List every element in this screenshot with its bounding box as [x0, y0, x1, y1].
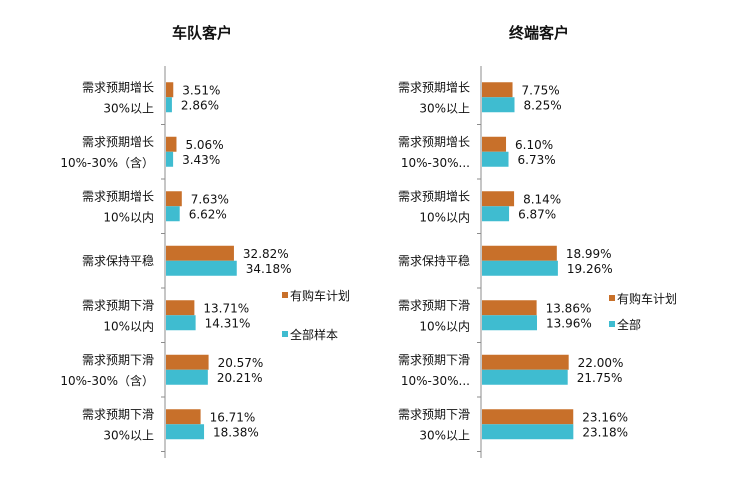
- data-label: 13.96%: [546, 316, 592, 330]
- data-label: 18.99%: [566, 247, 612, 261]
- category-label: 需求保持平稳: [82, 253, 154, 268]
- bar-series-2: [166, 97, 172, 113]
- legend-swatch: [282, 331, 288, 337]
- data-label: 3.43%: [182, 153, 220, 167]
- category-label: 需求预期下滑 10%以内: [398, 298, 470, 333]
- data-label: 22.00%: [578, 356, 624, 370]
- bar-series-1: [482, 191, 515, 207]
- legend-label: 全部样本: [290, 327, 338, 342]
- data-label: 32.82%: [243, 247, 289, 261]
- legend-swatch: [609, 321, 615, 327]
- bar-series-2: [482, 206, 510, 222]
- bar-series-2: [166, 369, 208, 385]
- category-label: 需求预期增长 10%以内: [82, 189, 154, 224]
- data-label: 5.06%: [185, 138, 223, 152]
- chart-svg: 需求预期增长 30%以上 3.51%2.86% 需求预期增长 10%-30%（含） 5.0…: [60, 66, 350, 458]
- data-label: 20.21%: [217, 371, 263, 385]
- bar-series-2: [482, 424, 574, 440]
- bar-series-1: [166, 136, 177, 152]
- bar-series-2: [482, 97, 515, 113]
- data-label: 7.63%: [191, 192, 229, 206]
- bar-series-1: [482, 409, 574, 425]
- bar-series-1: [482, 82, 513, 98]
- data-label: 3.51%: [182, 83, 220, 97]
- category-label: 需求预期下滑 10%-30%...: [398, 353, 470, 388]
- data-label: 34.18%: [246, 262, 292, 276]
- category-label: 需求预期增长 30%以上: [82, 80, 154, 115]
- legend-label: 有购车计划: [617, 291, 677, 306]
- bar-series-1: [482, 300, 537, 316]
- data-label: 2.86%: [181, 98, 219, 112]
- data-label: 6.10%: [515, 138, 553, 152]
- bar-series-1: [166, 300, 195, 316]
- bar-series-2: [482, 315, 538, 331]
- data-label: 20.57%: [218, 356, 264, 370]
- bar-series-1: [482, 136, 507, 152]
- category-label: 需求预期下滑 30%以上: [82, 407, 154, 442]
- category-label: 需求预期增长 10%-30%（含）: [60, 135, 154, 170]
- bar-series-1: [166, 191, 182, 207]
- bar-series-2: [166, 315, 196, 331]
- bar-series-2: [166, 151, 174, 167]
- bar-series-1: [482, 245, 557, 261]
- bar-series-2: [482, 151, 509, 167]
- bar-series-1: [166, 409, 201, 425]
- bar-series-1: [166, 354, 209, 370]
- chart-title: 终端客户: [509, 24, 570, 42]
- data-label: 13.86%: [546, 301, 592, 315]
- data-label: 6.73%: [518, 153, 556, 167]
- bar-series-2: [166, 206, 180, 222]
- bar-series-1: [482, 354, 569, 370]
- chart-terminal-customers: 终端客户 需求预期增长 30%以上 7.75% 8.25% 需求预期增长 10%-30%.…: [372, 0, 744, 477]
- chart-fleet-customers: 车队客户 需求预期增长 30%以上 3.51% 2.86% 需求预期增长 10%-30%（…: [60, 24, 350, 458]
- category-label: 需求预期增长 10%-30%...: [398, 135, 470, 170]
- data-label: 6.62%: [189, 207, 227, 221]
- bar-series-2: [482, 369, 568, 385]
- chart-svg: 需求预期增长 30%以上 7.75%8.25% 需求预期增长 10%-30%... 6.1…: [398, 66, 677, 458]
- data-label: 23.18%: [582, 425, 628, 439]
- data-label: 21.75%: [577, 371, 623, 385]
- data-label: 16.71%: [210, 410, 256, 424]
- data-label: 23.16%: [582, 410, 628, 424]
- bar-series-2: [166, 260, 237, 276]
- legend-swatch: [609, 295, 615, 301]
- legend-swatch: [282, 292, 288, 298]
- category-label: 需求预期下滑 10%-30%（含）: [60, 353, 154, 388]
- bar-series-1: [166, 245, 234, 261]
- chart-title: 车队客户: [172, 24, 233, 42]
- bar-series-2: [482, 260, 558, 276]
- data-label: 14.31%: [205, 316, 251, 330]
- legend-label: 全部: [617, 317, 641, 332]
- data-label: 19.26%: [567, 262, 613, 276]
- data-label: 6.87%: [518, 207, 556, 221]
- bar-series-1: [166, 82, 174, 98]
- category-label: 需求预期增长 30%以上: [398, 80, 470, 115]
- data-label: 13.71%: [203, 301, 249, 315]
- category-label: 需求预期增长 10%以内: [398, 189, 470, 224]
- bar-series-2: [166, 424, 205, 440]
- data-label: 7.75%: [522, 83, 560, 97]
- data-label: 8.25%: [524, 98, 562, 112]
- category-label: 需求预期下滑 30%以上: [398, 407, 470, 442]
- data-label: 8.14%: [523, 192, 561, 206]
- category-label: 需求预期下滑 10%以内: [82, 298, 154, 333]
- legend-label: 有购车计划: [290, 288, 350, 303]
- data-label: 18.38%: [213, 425, 259, 439]
- category-label: 需求保持平稳: [398, 253, 470, 268]
